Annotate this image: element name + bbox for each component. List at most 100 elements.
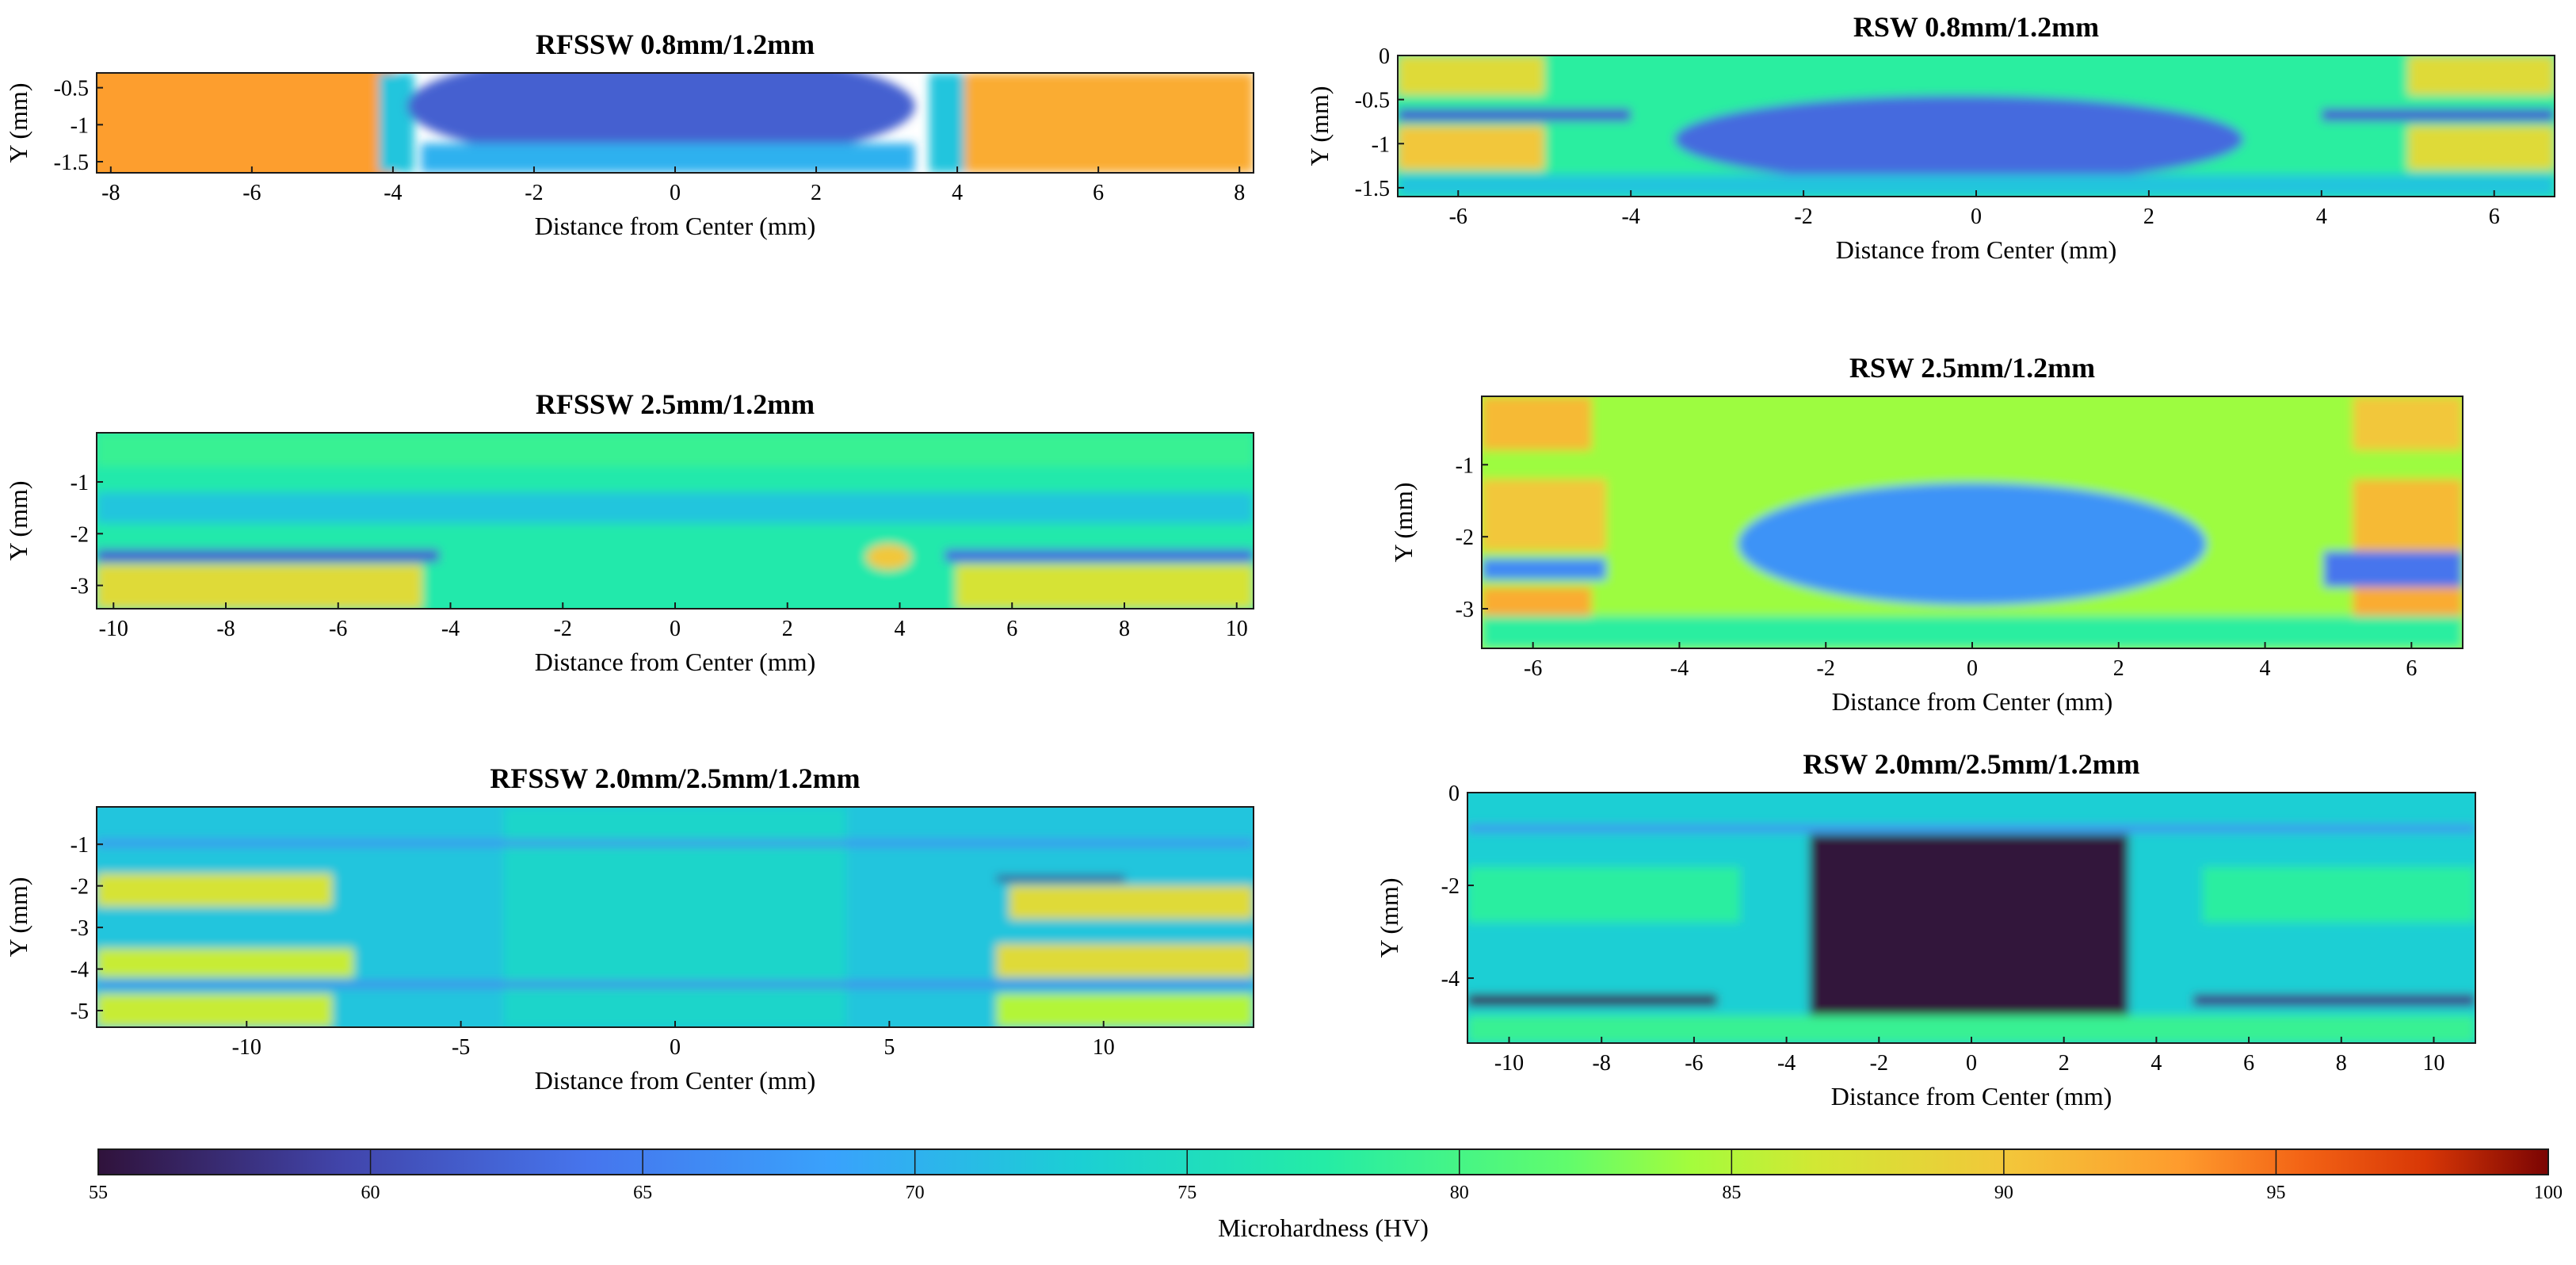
hardness-region [1482, 558, 1607, 580]
x-tick-label: -4 [1670, 656, 1689, 681]
y-tick-label: -1 [71, 113, 89, 138]
colorbar-tick-label: 85 [1722, 1183, 1741, 1203]
x-tick-label: -2 [1794, 204, 1812, 229]
x-tick-label: -2 [1817, 656, 1835, 681]
y-tick-label: -0.5 [1355, 89, 1390, 113]
hardness-region [945, 548, 1254, 563]
hardness-region [1467, 866, 1741, 923]
hardness-region [1482, 396, 1592, 451]
x-tick-label: 0 [1967, 656, 1978, 681]
hardness-region [503, 807, 847, 1027]
hardness-region [1809, 834, 2129, 1015]
hardness-region [1398, 108, 1631, 122]
x-tick-label: -6 [242, 181, 261, 205]
x-tick-label: 10 [2422, 1051, 2444, 1076]
x-tick-label: 4 [2316, 204, 2327, 229]
colorbar-gradient [97, 1148, 2549, 1175]
panel-title: RFSSW 0.8mm/1.2mm [536, 29, 815, 60]
x-tick-label: 0 [1966, 1051, 1977, 1076]
heatmap-field [1482, 396, 2463, 648]
y-tick-label: -1 [1456, 453, 1474, 478]
hardness-region [929, 73, 964, 173]
x-tick-label: -8 [101, 181, 120, 205]
x-tick-label: -8 [216, 617, 235, 641]
y-axis-label: Y (mm) [4, 480, 32, 560]
hardness-region [1398, 55, 1545, 96]
x-tick-label: 10 [1226, 617, 1248, 641]
colorbar-tick-label: 65 [633, 1183, 652, 1203]
x-tick-label: 6 [2406, 656, 2417, 681]
hardness-region [2407, 55, 2555, 96]
hardness-region [1467, 994, 1718, 1007]
x-axis-label: Distance from Center (mm) [535, 212, 816, 240]
heatmap-field [1398, 55, 2555, 197]
hardness-region [1398, 126, 1545, 170]
x-tick-label: 6 [2489, 204, 2500, 229]
colorbar-tick-label: 95 [2266, 1183, 2285, 1203]
hardness-region [97, 433, 1254, 467]
x-tick-label: -4 [384, 181, 402, 205]
x-tick-label: 2 [2143, 204, 2154, 229]
x-tick-label: -4 [1622, 204, 1640, 229]
x-axis-label: Distance from Center (mm) [535, 1066, 816, 1095]
panel-title: RFSSW 2.5mm/1.2mm [536, 388, 815, 420]
panel-title: RFSSW 2.0mm/2.5mm/1.2mm [490, 762, 860, 794]
hardness-region [97, 948, 354, 978]
hardness-region [379, 73, 414, 173]
hardness-region [2321, 108, 2555, 122]
hardness-region [1009, 885, 1254, 919]
y-tick-label: -0.5 [54, 77, 89, 101]
hardness-region [97, 981, 1254, 988]
hardness-region [97, 994, 333, 1027]
panel-title: RSW 2.0mm/2.5mm/1.2mm [1803, 748, 2139, 780]
x-tick-label: 6 [1006, 617, 1017, 641]
x-axis-label: Distance from Center (mm) [535, 648, 816, 676]
x-tick-label: -2 [525, 181, 543, 205]
colorbar-label: Microhardness (HV) [1218, 1213, 1429, 1242]
x-tick-label: -10 [1494, 1051, 1524, 1076]
y-tick-label: -2 [1441, 874, 1460, 899]
hardness-region [2193, 994, 2475, 1007]
y-tick-label: -4 [71, 958, 89, 983]
heatmap-field [1467, 793, 2475, 1043]
y-axis-label: Y (mm) [1375, 877, 1403, 957]
hardness-region [97, 73, 395, 173]
x-tick-label: 8 [1234, 181, 1245, 205]
hardness-region [2353, 479, 2463, 552]
hardness-region [97, 873, 333, 907]
hardness-region [97, 839, 1254, 847]
x-tick-label: -2 [554, 617, 572, 641]
x-tick-label: -4 [1777, 1051, 1796, 1076]
y-tick-label: -1 [71, 833, 89, 858]
panel-title: RSW 0.8mm/1.2mm [1853, 11, 2099, 43]
x-tick-label: -6 [329, 617, 347, 641]
hardness-region [97, 564, 423, 609]
x-tick-label: 0 [670, 617, 681, 641]
colorbar-tick-label: 90 [1994, 1183, 2013, 1203]
x-tick-label: -5 [452, 1035, 470, 1060]
y-tick-label: -2 [71, 522, 89, 547]
x-tick-label: -8 [1593, 1051, 1611, 1076]
heatmap-panel-p5: -6 -4 -2 0 2 4 6 -1 -2 -3 RSW 2.5mm/1.2mm Distance … [1389, 352, 2463, 716]
heatmap-panel-p4: -6 -4 -2 0 2 4 6 0 -0.5 -1 -1.5 RSW 0.8mm/1.2mm Dist… [1305, 11, 2555, 264]
colorbar-tick-label: 75 [1177, 1183, 1196, 1203]
hardness-region [421, 143, 915, 173]
hardness-region [2353, 396, 2463, 451]
heatmap-field [97, 807, 1254, 1027]
heatmap-field [97, 73, 1254, 173]
hardness-region [2407, 126, 2555, 170]
y-tick-label: -4 [1441, 967, 1460, 992]
x-tick-label: 2 [2113, 656, 2124, 681]
y-tick-label: -1 [71, 471, 89, 495]
heatmap-panel-p1: -8 -6 -4 -2 0 2 4 6 8 -0.5 -1 -1.5 RFSSW 0.8mm/1.2mm… [4, 29, 1254, 240]
hardness-region [97, 492, 1254, 524]
x-tick-label: -4 [441, 617, 460, 641]
x-tick-label: -6 [1449, 204, 1467, 229]
heatmap-panel-p3: -10 -5 0 5 10 -1 -2 -3 -4 -5 RFSSW 2.0mm/2.5mm/1.2… [4, 762, 1254, 1095]
x-tick-label: 2 [2059, 1051, 2070, 1076]
x-tick-label: 0 [670, 181, 681, 205]
hardness-region [996, 944, 1254, 978]
colorbar-tick-label: 55 [89, 1183, 108, 1203]
x-tick-label: 4 [894, 617, 905, 641]
x-tick-label: 6 [2243, 1051, 2254, 1076]
